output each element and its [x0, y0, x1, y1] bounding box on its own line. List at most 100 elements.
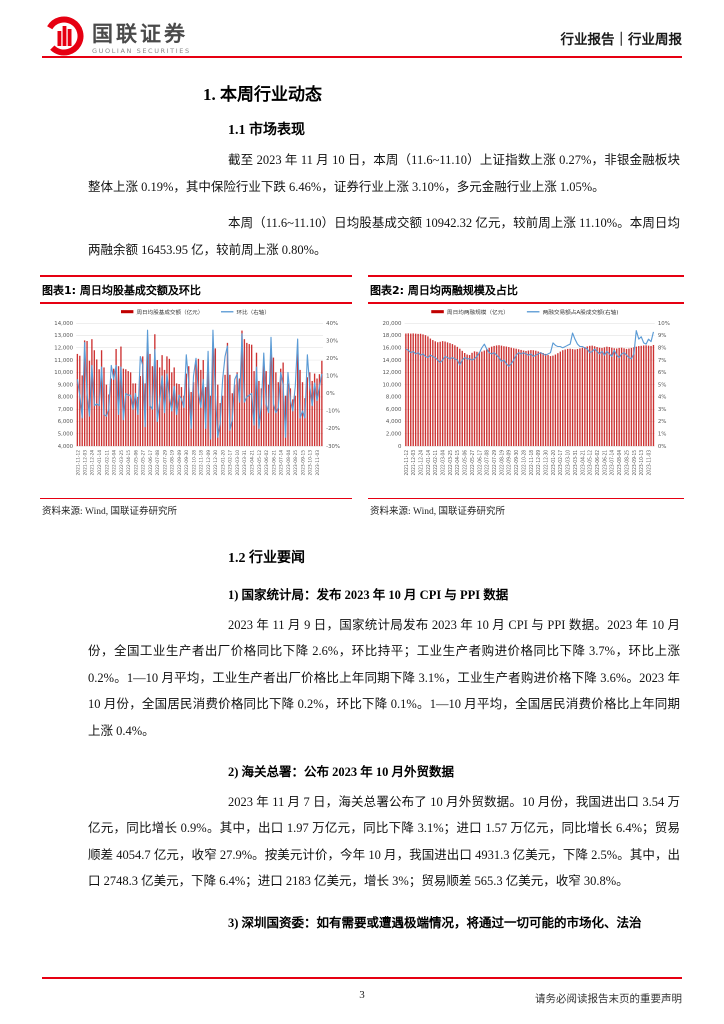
svg-text:2022-10-28: 2022-10-28: [191, 450, 197, 476]
svg-text:2022-06-17: 2022-06-17: [148, 450, 154, 476]
guolian-logo-icon: [44, 16, 84, 61]
news-item-2-body: 2023 年 11 月 7 日，海关总署公布了 10 月外贸数据。10 月份，我…: [88, 794, 680, 889]
svg-text:-20%: -20%: [326, 426, 340, 432]
svg-text:0: 0: [398, 444, 401, 450]
footer-divider: [42, 977, 682, 979]
figure-1-chart: 14,000 13,000 12,000 11,000 10,000 9,000 8,000…: [40, 304, 352, 496]
svg-text:周日均股基成交额（亿元）: 周日均股基成交额（亿元）: [136, 308, 203, 316]
svg-text:40%: 40%: [326, 321, 338, 327]
svg-text:2021-11-12: 2021-11-12: [404, 450, 410, 476]
svg-text:2022-12-09: 2022-12-09: [536, 450, 542, 476]
svg-text:2,000: 2,000: [386, 432, 402, 438]
svg-text:1%: 1%: [658, 432, 667, 438]
svg-text:两融交易额占A股成交额(右轴): 两融交易额占A股成交额(右轴): [543, 308, 619, 316]
svg-text:2022-05-06: 2022-05-06: [462, 450, 468, 476]
svg-text:2%: 2%: [658, 419, 667, 425]
svg-text:2022-12-30: 2022-12-30: [213, 450, 219, 476]
svg-text:2022-12-09: 2022-12-09: [206, 450, 212, 476]
news-item-2-heading: 2) 海关总署：公布 2023 年 10 月外贸数据: [228, 765, 455, 779]
footer-disclaimer: 请务必阅读报告末页的重要声明: [535, 994, 682, 1005]
svg-text:2023-09-15: 2023-09-15: [300, 450, 306, 476]
svg-text:2022-08-19: 2022-08-19: [499, 450, 505, 476]
svg-text:环比（右轴）: 环比（右轴）: [236, 308, 269, 316]
svg-text:2022-05-27: 2022-05-27: [470, 450, 476, 476]
market-performance-paragraph-1: 截至 2023 年 11 月 10 日，本周（11.6~11.10）上证指数上涨…: [88, 153, 680, 194]
svg-text:2022-09-09: 2022-09-09: [177, 450, 183, 476]
section-1-title: 1. 本周行业动态: [203, 85, 322, 104]
svg-text:2022-09-09: 2022-09-09: [507, 450, 513, 476]
svg-text:12,000: 12,000: [382, 370, 401, 376]
svg-text:8,000: 8,000: [386, 395, 402, 401]
svg-text:2023-01-20: 2023-01-20: [220, 450, 226, 476]
figure-2-title: 图表2: 周日均两融规模及占比: [368, 277, 684, 304]
svg-text:2023-04-21: 2023-04-21: [580, 450, 586, 476]
svg-text:2022-07-29: 2022-07-29: [492, 450, 498, 476]
svg-text:7,000: 7,000: [58, 407, 73, 413]
news-item-1-body: 2023 年 11 月 9 日，国家统计局发布 2023 年 10 月 CPI …: [88, 617, 680, 738]
svg-text:16,000: 16,000: [382, 346, 401, 352]
svg-text:2023-08-04: 2023-08-04: [286, 450, 292, 476]
svg-text:14,000: 14,000: [382, 358, 401, 364]
bar-line-chart-1: 14,000 13,000 12,000 11,000 10,000 9,000 8,000…: [54, 308, 340, 476]
svg-text:2022-05-27: 2022-05-27: [140, 450, 146, 476]
news-item-3-heading: 3) 深圳国资委：如有需要或遭遇极端情况，将通过一切可能的市场化、法治: [228, 915, 642, 930]
svg-text:2022-02-11: 2022-02-11: [433, 450, 439, 476]
svg-text:5,000: 5,000: [58, 432, 73, 438]
svg-text:2022-07-29: 2022-07-29: [162, 450, 168, 476]
svg-text:2023-06-21: 2023-06-21: [271, 450, 277, 476]
svg-text:2022-03-25: 2022-03-25: [448, 450, 454, 476]
svg-text:6%: 6%: [658, 370, 667, 376]
svg-text:2022-01-14: 2022-01-14: [97, 450, 103, 476]
svg-text:10,000: 10,000: [54, 370, 73, 376]
svg-text:20%: 20%: [326, 356, 338, 362]
svg-text:2023-06-02: 2023-06-02: [595, 450, 601, 476]
svg-text:2023-07-14: 2023-07-14: [610, 450, 616, 476]
figure-2: 图表2: 周日均两融规模及占比 20,000 18,000 16,000 14,000…: [368, 275, 684, 517]
svg-text:2021-11-12: 2021-11-12: [75, 450, 81, 476]
svg-text:20,000: 20,000: [382, 321, 401, 327]
brand-name-en: GUOLIAN SECURITIES: [92, 46, 191, 55]
svg-text:9,000: 9,000: [58, 383, 73, 389]
svg-text:3%: 3%: [658, 407, 667, 413]
page-number: 3: [359, 989, 365, 1001]
svg-text:2023-03-31: 2023-03-31: [242, 450, 248, 476]
svg-text:2022-05-06: 2022-05-06: [133, 450, 139, 476]
svg-text:2022-08-19: 2022-08-19: [170, 450, 176, 476]
svg-text:2021-12-24: 2021-12-24: [418, 450, 424, 476]
svg-text:2022-03-04: 2022-03-04: [440, 450, 446, 476]
figure-1: 图表1: 周日均股基成交额及环比 14,000 13,000 12,000 11,00…: [40, 275, 352, 517]
svg-text:2022-11-18: 2022-11-18: [529, 450, 535, 476]
figure-1-source: 资料来源: Wind, 国联证券研究所: [40, 498, 352, 517]
svg-text:8,000: 8,000: [58, 395, 73, 401]
svg-text:10%: 10%: [658, 321, 670, 327]
svg-text:2022-04-15: 2022-04-15: [126, 450, 132, 476]
brand-text: 国联证券 GUOLIAN SECURITIES: [92, 23, 191, 55]
svg-text:2023-06-21: 2023-06-21: [602, 450, 608, 476]
svg-text:18,000: 18,000: [382, 333, 401, 339]
svg-text:2022-07-08: 2022-07-08: [155, 450, 161, 476]
svg-text:4,000: 4,000: [386, 419, 402, 425]
svg-text:2022-04-15: 2022-04-15: [455, 450, 461, 476]
svg-text:4,000: 4,000: [58, 444, 73, 450]
svg-text:2023-01-20: 2023-01-20: [551, 450, 557, 476]
svg-text:8%: 8%: [658, 346, 667, 352]
svg-text:13,000: 13,000: [54, 333, 73, 339]
svg-text:2022-12-30: 2022-12-30: [543, 450, 549, 476]
svg-text:2022-03-25: 2022-03-25: [119, 450, 125, 476]
svg-text:30%: 30%: [326, 339, 338, 345]
svg-text:-10%: -10%: [326, 409, 340, 415]
svg-text:6,000: 6,000: [386, 407, 402, 413]
svg-text:2022-06-17: 2022-06-17: [477, 450, 483, 476]
svg-text:2023-11-03: 2023-11-03: [315, 450, 321, 476]
svg-text:周日均两融规模（亿元）: 周日均两融规模（亿元）: [447, 308, 509, 316]
svg-text:2023-08-04: 2023-08-04: [617, 450, 623, 476]
svg-text:0%: 0%: [658, 444, 667, 450]
brand-name-cn: 国联证券: [92, 21, 188, 46]
svg-text:2023-04-21: 2023-04-21: [249, 450, 255, 476]
svg-text:-30%: -30%: [326, 444, 340, 450]
svg-text:2022-01-14: 2022-01-14: [426, 450, 432, 476]
svg-text:2023-11-03: 2023-11-03: [646, 450, 652, 476]
svg-text:2022-03-04: 2022-03-04: [111, 450, 117, 476]
svg-text:2022-10-28: 2022-10-28: [521, 450, 527, 476]
